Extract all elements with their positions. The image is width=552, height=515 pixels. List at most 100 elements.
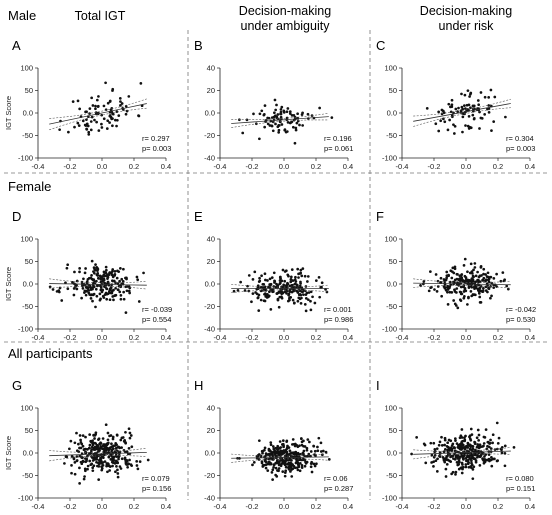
- scatter-point: [311, 295, 314, 299]
- scatter-point: [298, 469, 302, 473]
- regression-line: [49, 103, 147, 125]
- scatter-point: [455, 277, 459, 281]
- scatter-point: [479, 91, 483, 94]
- scatter-point: [464, 276, 468, 279]
- scatter-point: [81, 459, 85, 463]
- y-tick-label: -50: [386, 471, 397, 480]
- scatter-point: [103, 460, 107, 463]
- scatter-point: [115, 443, 118, 447]
- column-title-risk-line2: under risk: [439, 19, 495, 33]
- scatter-point: [78, 434, 82, 437]
- scatter-point: [285, 269, 288, 273]
- scatter-point: [96, 105, 100, 108]
- scatter-point: [483, 95, 487, 99]
- scatter-point: [455, 287, 459, 290]
- scatter-point: [489, 296, 492, 300]
- scatter-point: [250, 300, 253, 304]
- scatter-point: [84, 435, 87, 439]
- scatter-point: [99, 456, 102, 460]
- scatter-point: [446, 441, 450, 445]
- scatter-point: [469, 465, 473, 468]
- scatter-point: [495, 421, 499, 425]
- scatter-point: [477, 433, 481, 437]
- scatter-point: [118, 465, 122, 468]
- scatter-point: [77, 442, 80, 446]
- scatter-point: [280, 443, 284, 446]
- scatter-point: [85, 110, 88, 114]
- x-tick-label: 0.4: [343, 502, 353, 511]
- scatter-point: [445, 445, 449, 448]
- scatter-point: [92, 434, 95, 437]
- scatter-point: [309, 450, 313, 453]
- stat-r-value: r= 0.080: [506, 474, 534, 483]
- scatter-point: [471, 454, 474, 457]
- scatter-point: [260, 274, 263, 278]
- scatter-point: [90, 96, 94, 100]
- scatter-point: [303, 445, 307, 448]
- scatter-point: [470, 277, 474, 280]
- scatter-point: [279, 112, 282, 116]
- scatter-point: [84, 267, 87, 270]
- scatter-point: [324, 450, 328, 454]
- scatter-point: [64, 281, 67, 285]
- scatter-point: [459, 273, 463, 277]
- scatter-point: [106, 431, 110, 435]
- scatter-point: [91, 104, 95, 107]
- scatter-point: [271, 288, 275, 292]
- scatter-point: [282, 109, 286, 113]
- scatter-point: [114, 470, 117, 474]
- scatter-point: [76, 121, 80, 125]
- scatter-point: [275, 103, 278, 107]
- scatter-point: [272, 115, 276, 119]
- scatter-point: [94, 433, 98, 436]
- scatter-point: [285, 440, 289, 444]
- scatter-point: [136, 467, 140, 471]
- scatter-point: [285, 458, 288, 462]
- scatter-point: [279, 275, 282, 279]
- scatter-point: [269, 443, 273, 447]
- scatter-point: [317, 436, 321, 440]
- y-tick-label: -20: [204, 471, 215, 480]
- y-tick-label: -100: [382, 154, 397, 163]
- y-tick-label: 50: [25, 426, 33, 435]
- scatter-point: [114, 281, 117, 285]
- scatter-point: [304, 297, 308, 300]
- scatter-point: [303, 289, 307, 293]
- scatter-point: [454, 470, 458, 474]
- scatter-point: [482, 286, 485, 290]
- scatter-point: [88, 107, 92, 110]
- scatter-point: [446, 302, 450, 306]
- panel-letter: A: [12, 38, 21, 53]
- scatter-point: [303, 274, 307, 278]
- x-tick-label: 0.4: [343, 162, 353, 171]
- scatter-point: [94, 305, 97, 309]
- scatter-point: [273, 98, 277, 102]
- y-axis-label: IGT Score: [4, 96, 13, 130]
- scatter-point: [453, 132, 456, 135]
- x-tick-label: -0.2: [246, 333, 259, 342]
- scatter-point: [277, 128, 281, 132]
- scatter-point: [266, 122, 270, 126]
- scatter-point: [99, 446, 103, 450]
- x-tick-label: 0.0: [279, 162, 289, 171]
- scatter-point: [422, 442, 426, 446]
- scatter-point: [318, 106, 321, 110]
- scatter-point: [468, 95, 471, 98]
- scatter-point: [452, 457, 455, 461]
- scatter-point: [313, 301, 317, 305]
- scatter-point: [437, 110, 441, 114]
- scatter-point: [442, 450, 446, 454]
- stat-p-value: p= 0.003: [142, 144, 171, 153]
- x-tick-label: -0.4: [396, 502, 409, 511]
- scatter-point: [116, 288, 120, 292]
- scatter-point: [111, 437, 115, 441]
- scatter-point: [259, 285, 263, 289]
- scatter-point: [104, 265, 108, 269]
- scatter-point: [264, 289, 268, 292]
- panel-letter: F: [376, 209, 384, 224]
- scatter-point: [287, 462, 291, 466]
- scatter-point: [500, 451, 504, 455]
- stat-p-value: p= 0.287: [324, 484, 353, 493]
- scatter-point: [460, 105, 464, 109]
- scatter-point: [110, 273, 114, 277]
